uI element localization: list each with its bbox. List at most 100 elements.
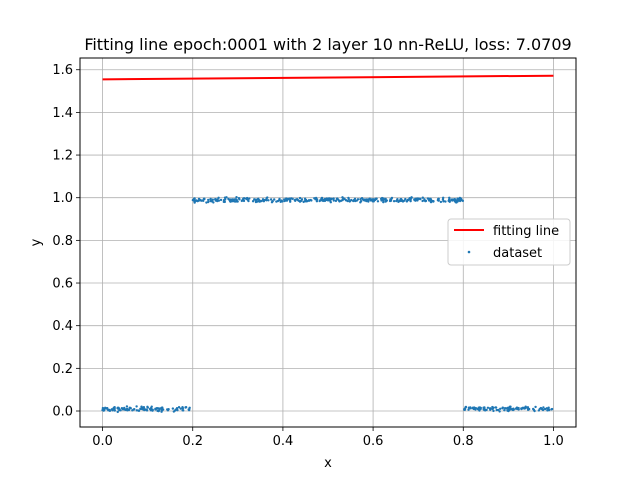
dataset-point: [432, 200, 435, 203]
x-tick-label: 0.2: [182, 434, 203, 449]
dataset-point: [265, 197, 268, 200]
dataset-point: [278, 197, 281, 201]
dataset-point: [171, 407, 175, 410]
dataset-point: [479, 407, 482, 411]
dataset-point: [395, 199, 398, 203]
dataset-point: [356, 198, 360, 201]
y-axis-label: y: [29, 238, 44, 246]
dataset-point: [482, 408, 486, 411]
dataset-point: [225, 196, 228, 199]
dataset-point: [110, 408, 114, 411]
dataset-point: [303, 197, 307, 200]
dataset-point: [310, 199, 313, 202]
y-tick-label: 1.6: [52, 63, 73, 78]
dataset-point: [151, 408, 154, 411]
dataset-point: [294, 199, 297, 202]
dataset-point: [501, 406, 505, 409]
dataset-point: [260, 199, 263, 203]
dataset-point: [214, 198, 217, 201]
dataset-point: [547, 408, 551, 412]
dataset-point: [474, 407, 478, 410]
dataset-point: [545, 407, 548, 410]
dataset-point: [447, 198, 451, 202]
dataset-point: [376, 200, 380, 203]
dataset-point: [281, 200, 284, 203]
dataset-point: [116, 406, 120, 410]
dataset-point: [324, 198, 327, 201]
dataset-point: [444, 200, 447, 203]
ticks: 0.0 0.2 0.4 0.6 0.8 1.0 0.0 0.2 0.4 0.6 0.8 1.0 1.2 1…: [52, 63, 563, 449]
dataset-point: [426, 197, 430, 200]
dataset-point: [507, 409, 510, 413]
dataset-point: [392, 199, 396, 203]
dataset-point: [527, 408, 530, 411]
dataset-point: [359, 201, 362, 204]
dataset-point: [212, 201, 215, 204]
dataset-point: [202, 197, 206, 201]
dataset-point: [234, 198, 237, 201]
dataset-point: [157, 409, 160, 413]
dataset-point: [116, 410, 119, 414]
dataset-point: [135, 409, 139, 412]
dataset-point: [298, 196, 302, 200]
dataset-point: [429, 200, 433, 204]
dataset-point: [245, 197, 248, 201]
dataset-point: [423, 199, 426, 202]
dataset-point: [547, 406, 550, 409]
dataset-point: [160, 410, 163, 413]
x-axis-label: x: [324, 456, 332, 471]
dataset-point: [352, 199, 355, 203]
dataset-point: [256, 200, 259, 203]
dataset-point: [160, 406, 163, 410]
dataset-point: [388, 199, 392, 203]
dataset-point: [532, 408, 536, 412]
legend-fitting-line-label: fitting line: [493, 224, 559, 239]
dataset-point: [537, 409, 541, 412]
fitting-line: [102, 74, 554, 81]
dataset-point: [499, 407, 502, 411]
legend: fitting line dataset: [447, 218, 571, 266]
dataset-point: [261, 198, 265, 201]
dataset-point: [184, 406, 187, 409]
dataset-point: [113, 409, 117, 412]
dataset-point: [421, 196, 425, 199]
dataset-point: [542, 406, 545, 409]
dataset-point: [265, 199, 268, 202]
dataset-point: [332, 199, 336, 202]
dataset-point: [227, 197, 230, 201]
dataset-point: [146, 406, 150, 409]
dataset-point: [336, 197, 339, 200]
dataset-point: [419, 197, 422, 201]
dataset-point: [506, 407, 509, 410]
dataset-point: [369, 198, 372, 201]
dataset-point: [113, 407, 116, 410]
dataset-point: [211, 198, 215, 201]
dataset-point: [346, 199, 349, 203]
dataset-point: [314, 198, 317, 201]
dataset-point: [374, 198, 377, 201]
dataset-point: [458, 199, 462, 203]
dataset-point: [207, 200, 210, 204]
y-tick-label: 1.0: [52, 191, 73, 206]
dataset-point: [196, 199, 199, 203]
dataset-point: [181, 409, 184, 412]
dataset-point: [219, 198, 223, 202]
dataset-point: [472, 407, 475, 411]
dataset-point: [366, 198, 370, 201]
dataset-point: [511, 408, 514, 411]
dataset-point: [464, 406, 467, 409]
dataset-point: [251, 200, 255, 203]
dataset-point: [179, 407, 182, 410]
dataset-point: [209, 198, 212, 201]
x-tick-label: 0.8: [453, 434, 474, 449]
dataset-point: [242, 199, 245, 202]
dataset-point: [454, 200, 457, 204]
y-tick-label: 0.8: [52, 234, 73, 249]
dataset-point: [514, 407, 518, 410]
dataset-point: [247, 199, 250, 203]
dataset-point: [367, 200, 370, 203]
dataset-point: [121, 408, 125, 411]
dataset-point: [286, 198, 289, 202]
dataset-point: [304, 199, 308, 203]
dataset-point: [348, 200, 351, 203]
